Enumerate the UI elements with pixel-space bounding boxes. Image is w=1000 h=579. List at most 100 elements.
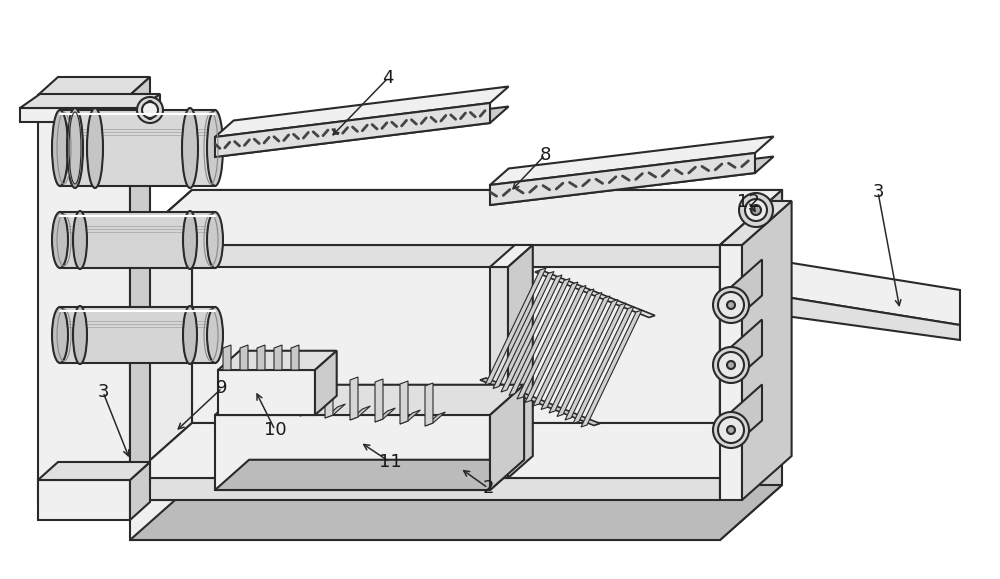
Text: 10: 10	[264, 421, 286, 439]
Polygon shape	[490, 385, 524, 490]
Polygon shape	[742, 255, 960, 325]
Polygon shape	[20, 108, 140, 122]
Polygon shape	[425, 412, 445, 426]
Polygon shape	[742, 201, 792, 500]
Polygon shape	[425, 383, 433, 426]
Polygon shape	[130, 423, 782, 478]
Polygon shape	[400, 381, 408, 424]
Polygon shape	[485, 268, 546, 385]
Polygon shape	[275, 400, 295, 414]
Ellipse shape	[73, 211, 87, 269]
Circle shape	[727, 301, 735, 309]
Ellipse shape	[73, 306, 87, 364]
Circle shape	[713, 347, 749, 383]
Polygon shape	[493, 272, 554, 389]
Polygon shape	[490, 137, 774, 185]
Polygon shape	[130, 190, 782, 245]
Polygon shape	[375, 379, 383, 422]
Polygon shape	[720, 201, 792, 245]
Polygon shape	[535, 270, 655, 317]
Circle shape	[142, 102, 158, 118]
Ellipse shape	[52, 110, 68, 186]
Polygon shape	[60, 212, 215, 268]
Polygon shape	[130, 485, 782, 540]
Polygon shape	[581, 310, 642, 427]
Polygon shape	[240, 345, 248, 370]
Text: 8: 8	[539, 146, 551, 164]
Ellipse shape	[182, 108, 198, 188]
Circle shape	[745, 199, 767, 221]
Polygon shape	[525, 285, 586, 402]
Polygon shape	[731, 320, 762, 383]
Circle shape	[727, 361, 735, 369]
Polygon shape	[565, 303, 626, 420]
Polygon shape	[130, 212, 192, 478]
Polygon shape	[533, 289, 594, 406]
Polygon shape	[130, 77, 150, 500]
Polygon shape	[731, 259, 762, 323]
Polygon shape	[130, 478, 720, 500]
Polygon shape	[742, 233, 767, 290]
Ellipse shape	[67, 108, 83, 188]
Circle shape	[137, 97, 163, 123]
Polygon shape	[218, 351, 337, 370]
Polygon shape	[140, 94, 160, 122]
Polygon shape	[350, 377, 358, 420]
Polygon shape	[20, 94, 160, 108]
Polygon shape	[60, 307, 215, 363]
Polygon shape	[291, 345, 299, 370]
Circle shape	[713, 412, 749, 448]
Polygon shape	[130, 190, 782, 245]
Ellipse shape	[207, 110, 223, 186]
Polygon shape	[315, 351, 337, 415]
Polygon shape	[130, 245, 720, 267]
Polygon shape	[130, 245, 720, 500]
Text: 12: 12	[737, 193, 759, 211]
Circle shape	[718, 292, 744, 318]
Polygon shape	[720, 190, 782, 267]
Polygon shape	[250, 398, 270, 412]
Circle shape	[739, 193, 773, 227]
Polygon shape	[130, 500, 720, 540]
Polygon shape	[215, 86, 509, 137]
Circle shape	[718, 352, 744, 378]
Polygon shape	[274, 345, 282, 370]
Polygon shape	[480, 378, 600, 426]
Polygon shape	[517, 282, 578, 399]
Text: 11: 11	[379, 453, 401, 471]
Polygon shape	[501, 275, 562, 392]
Polygon shape	[38, 95, 130, 500]
Polygon shape	[720, 445, 782, 540]
Ellipse shape	[183, 306, 197, 364]
Polygon shape	[192, 190, 782, 212]
Polygon shape	[192, 423, 782, 445]
Polygon shape	[225, 367, 233, 410]
Polygon shape	[300, 402, 320, 416]
Text: 9: 9	[216, 379, 228, 397]
Polygon shape	[490, 245, 533, 267]
Polygon shape	[130, 462, 150, 520]
Polygon shape	[257, 345, 265, 370]
Polygon shape	[350, 406, 370, 420]
Polygon shape	[38, 480, 130, 520]
Polygon shape	[215, 415, 490, 490]
Ellipse shape	[207, 307, 223, 363]
Polygon shape	[541, 292, 602, 409]
Text: 3: 3	[872, 183, 884, 201]
Polygon shape	[325, 375, 333, 418]
Polygon shape	[375, 408, 395, 422]
Ellipse shape	[87, 108, 103, 188]
Circle shape	[727, 426, 735, 434]
Polygon shape	[130, 190, 192, 500]
Polygon shape	[215, 107, 509, 157]
Polygon shape	[509, 278, 570, 395]
Polygon shape	[275, 371, 283, 414]
Polygon shape	[490, 153, 755, 205]
Polygon shape	[223, 345, 231, 370]
Polygon shape	[225, 396, 245, 410]
Ellipse shape	[207, 212, 223, 268]
Polygon shape	[215, 385, 524, 415]
Polygon shape	[38, 77, 150, 95]
Polygon shape	[720, 423, 782, 500]
Text: 4: 4	[382, 69, 394, 87]
